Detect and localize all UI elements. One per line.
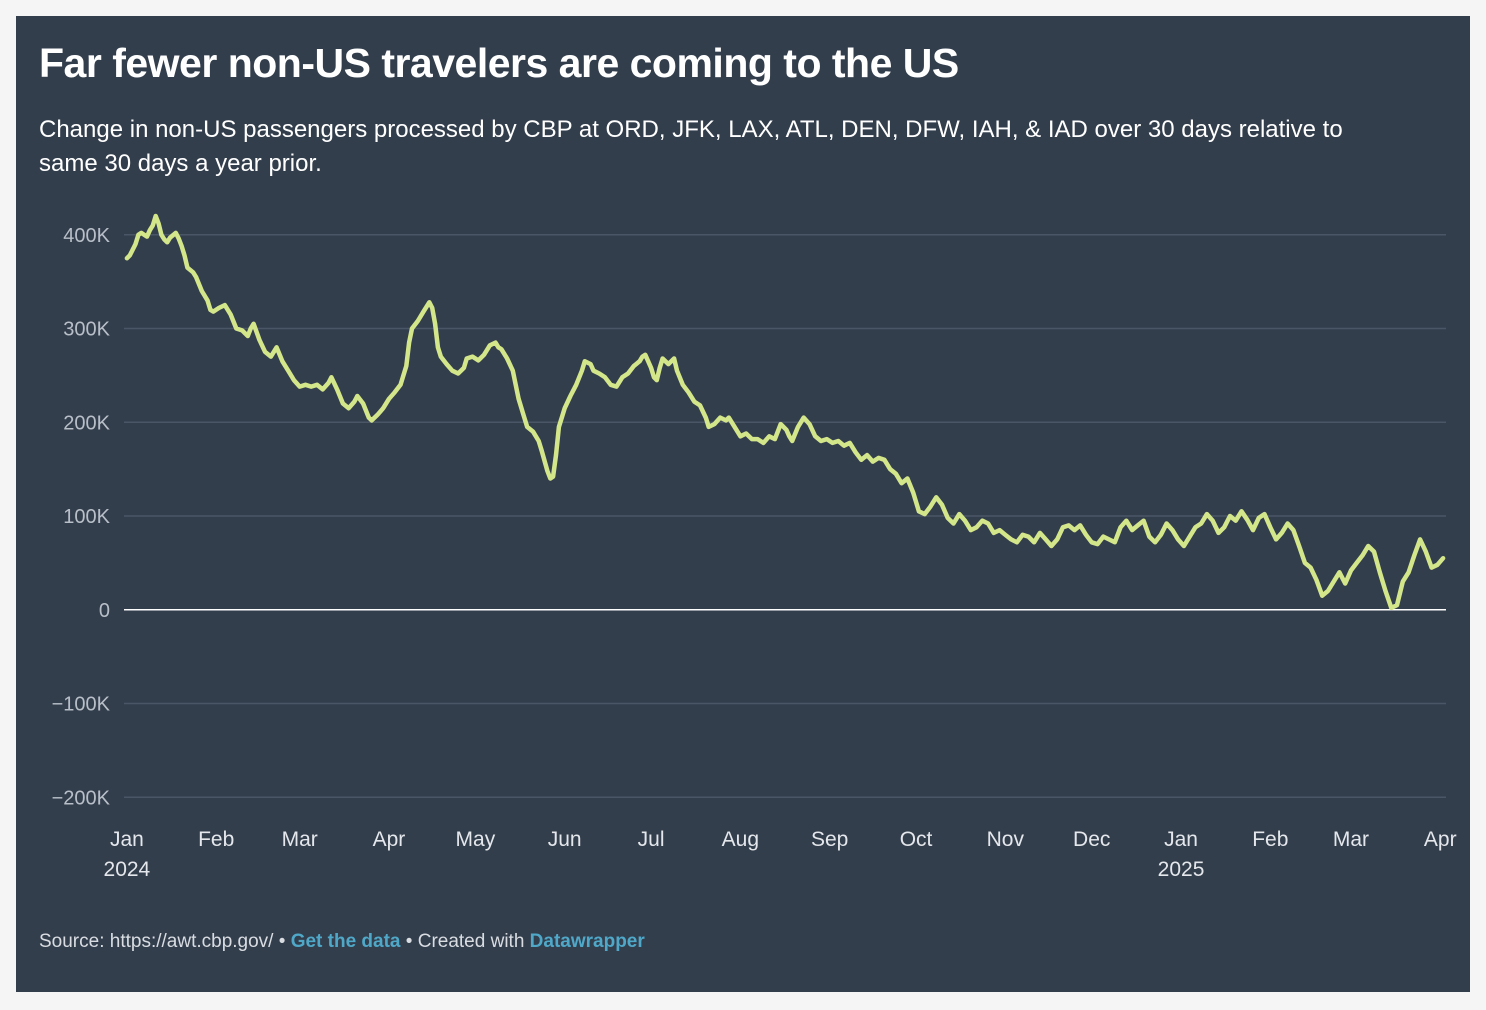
chart-subtitle: Change in non-US passengers processed by…	[39, 116, 1343, 177]
datawrapper-link[interactable]: Datawrapper	[529, 931, 645, 952]
source-text: Source: https://awt.cbp.gov/	[39, 931, 274, 952]
footer-separator: •	[278, 931, 286, 952]
chart-footer: Source: https://awt.cbp.gov/ • Get the d…	[39, 931, 645, 953]
chart-title: Far fewer non-US travelers are coming to…	[39, 40, 959, 86]
series-layer	[124, 213, 1446, 611]
y-tick-label: −200K	[52, 787, 111, 809]
created-with-text: Created with	[417, 931, 525, 952]
y-tick-label: 300K	[63, 319, 110, 341]
x-tick-label: Mar	[282, 828, 318, 851]
y-tick-label: 400K	[63, 225, 110, 247]
x-tick-label: Feb	[198, 828, 234, 851]
x-tick-label: Nov	[987, 828, 1025, 851]
y-tick-label: 200K	[63, 412, 110, 434]
chart-card: Far fewer non-US travelers are coming to…	[16, 16, 1470, 992]
get-the-data-link[interactable]: Get the data	[290, 931, 401, 952]
footer-separator: •	[405, 931, 413, 952]
x-tick-label: Jun	[548, 828, 582, 851]
x-tick-label: Jan	[110, 828, 144, 851]
x-axis: Jan 2024 Feb Mar Apr May Jun Jul Aug Sep Oct Nov Dec…	[104, 828, 1457, 881]
x-tick-label: Jan	[1164, 828, 1198, 851]
x-tick-label: Apr	[1424, 828, 1457, 851]
x-tick-label: May	[456, 828, 496, 851]
y-tick-label: 0	[99, 600, 110, 622]
series-line	[124, 213, 1446, 611]
x-tick-label: Oct	[900, 828, 933, 851]
y-tick-label: 100K	[63, 506, 110, 528]
x-tick-label: Jul	[638, 828, 665, 851]
x-tick-year-label: 2025	[1158, 858, 1205, 881]
x-tick-label: Dec	[1073, 828, 1110, 851]
y-tick-label: −100K	[52, 694, 111, 716]
x-tick-label: Sep	[811, 828, 848, 851]
x-tick-label: Apr	[373, 828, 406, 851]
x-tick-label: Feb	[1252, 828, 1288, 851]
gridlines	[124, 234, 1446, 798]
y-axis: 400K 300K 200K 100K 0 −100K −200K	[52, 225, 111, 810]
line-chart: 400K 300K 200K 100K 0 −100K −200K Jan 2024 Feb Ma…	[52, 213, 1457, 881]
x-tick-label: Aug	[722, 828, 759, 851]
x-tick-year-label: 2024	[104, 858, 151, 881]
x-tick-label: Mar	[1333, 828, 1369, 851]
